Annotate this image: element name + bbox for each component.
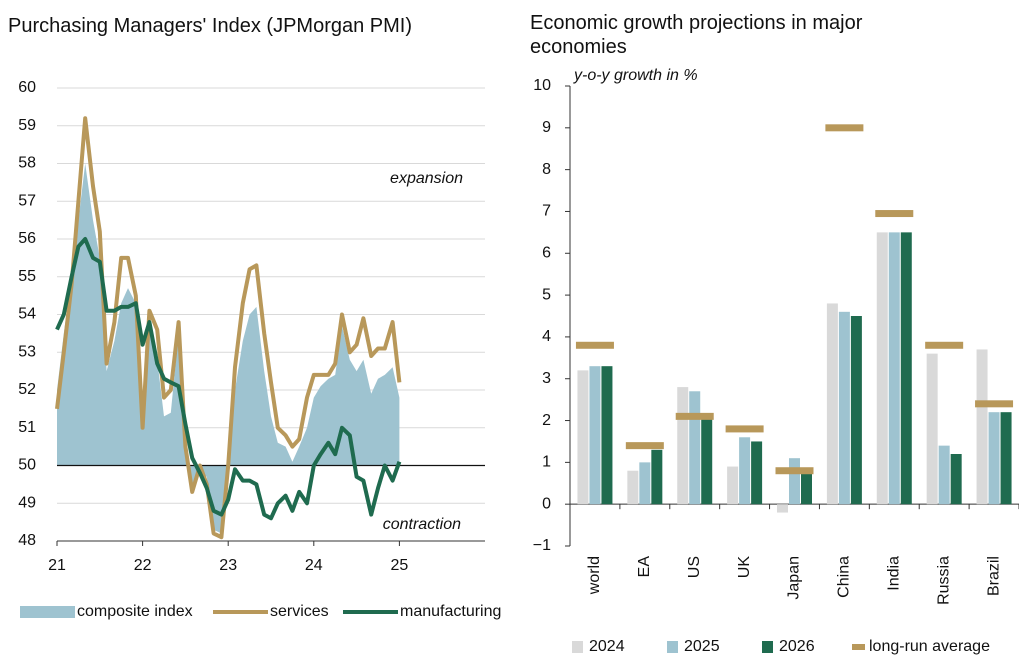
legend-label: 2024 [589, 638, 625, 655]
bar [789, 458, 800, 505]
marker [725, 425, 764, 433]
y-tick-label: −1 [533, 537, 551, 554]
y-tick-label: 55 [18, 268, 36, 285]
y-axis-label: y-o-y growth in % [573, 67, 698, 84]
x-tick-label: US [686, 556, 703, 578]
x-tick-label: 22 [134, 557, 152, 574]
line [55, 116, 402, 540]
legend-swatch [852, 644, 865, 650]
bar [988, 412, 1000, 505]
y-tick-label: 4 [542, 328, 551, 345]
bar [589, 366, 601, 505]
y-tick-label: 54 [18, 306, 36, 323]
y-tick-label: 56 [18, 230, 36, 247]
area [57, 163, 400, 534]
bar [651, 449, 663, 505]
bar [1000, 412, 1012, 505]
marker [675, 412, 714, 420]
marker [775, 467, 814, 475]
legend-label: 2025 [684, 638, 720, 655]
legend-label: 2026 [779, 638, 815, 655]
bar [850, 316, 862, 505]
x-tick-label: Brazil [985, 556, 1002, 596]
y-tick-label: 5 [542, 286, 551, 303]
bar [900, 232, 912, 505]
bar [751, 441, 763, 505]
y-tick-label: 6 [542, 244, 551, 261]
marker [825, 124, 864, 132]
x-tick-label: India [885, 556, 902, 591]
bar [677, 387, 689, 505]
legend-swatch [762, 641, 773, 653]
bar [727, 466, 739, 505]
x-tick-label: EA [636, 556, 653, 578]
annotation: contraction [383, 516, 461, 533]
y-tick-label: 10 [533, 77, 551, 94]
x-tick-label: 25 [391, 557, 409, 574]
y-tick-label: 57 [18, 192, 36, 209]
bar [777, 504, 788, 513]
x-tick-label: 23 [219, 557, 237, 574]
marker [575, 341, 614, 349]
y-tick-label: 8 [542, 161, 551, 178]
bar [739, 437, 751, 505]
bar [950, 454, 962, 505]
legend-swatch [20, 606, 75, 618]
y-tick-label: 3 [542, 370, 551, 387]
chart-title: Economic growth projections in major eco… [530, 12, 863, 58]
y-tick-label: 51 [18, 419, 36, 436]
bar [577, 370, 589, 505]
bar [689, 391, 701, 505]
y-tick-label: 7 [542, 203, 551, 220]
x-tick-label: 24 [305, 557, 323, 574]
bar [826, 303, 838, 505]
y-tick-label: 48 [18, 532, 36, 549]
x-tick-label: China [836, 556, 853, 598]
legend-swatch [667, 641, 678, 653]
bar [627, 470, 639, 505]
legend-swatch [572, 641, 583, 653]
bar [838, 311, 850, 505]
y-tick-label: 0 [542, 495, 551, 512]
marker [925, 341, 964, 349]
bar [888, 232, 900, 505]
bar [976, 349, 988, 505]
y-tick-label: 58 [18, 155, 36, 172]
x-tick-label: world [586, 556, 603, 595]
legend-label: long-run average [869, 638, 990, 655]
bar [938, 445, 950, 505]
bar [801, 470, 812, 505]
chart-title: Purchasing Managers' Index (JPMorgan PMI… [8, 15, 412, 37]
bar [601, 366, 613, 505]
y-tick-label: 60 [18, 79, 36, 96]
y-tick-label: 9 [542, 119, 551, 136]
x-tick-label: 21 [48, 557, 66, 574]
y-tick-label: 2 [542, 412, 551, 429]
y-tick-label: 49 [18, 494, 36, 511]
x-tick-label: Russia [935, 556, 952, 605]
legend-label: services [270, 603, 329, 620]
y-tick-label: 52 [18, 381, 36, 398]
x-tick-label: Japan [786, 556, 803, 600]
marker [625, 442, 664, 450]
legend-label: composite index [77, 603, 193, 620]
annotation: expansion [390, 170, 463, 187]
bar [926, 353, 938, 505]
y-tick-label: 50 [18, 457, 36, 474]
line [55, 237, 402, 521]
marker [875, 210, 914, 218]
bar [876, 232, 888, 505]
x-tick-label: UK [736, 556, 753, 579]
bar [639, 462, 651, 505]
legend-label: manufacturing [400, 603, 501, 620]
marker [975, 400, 1014, 408]
y-tick-label: 53 [18, 343, 36, 360]
y-tick-label: 1 [542, 454, 551, 471]
bar [701, 416, 713, 505]
y-tick-label: 59 [18, 117, 36, 134]
